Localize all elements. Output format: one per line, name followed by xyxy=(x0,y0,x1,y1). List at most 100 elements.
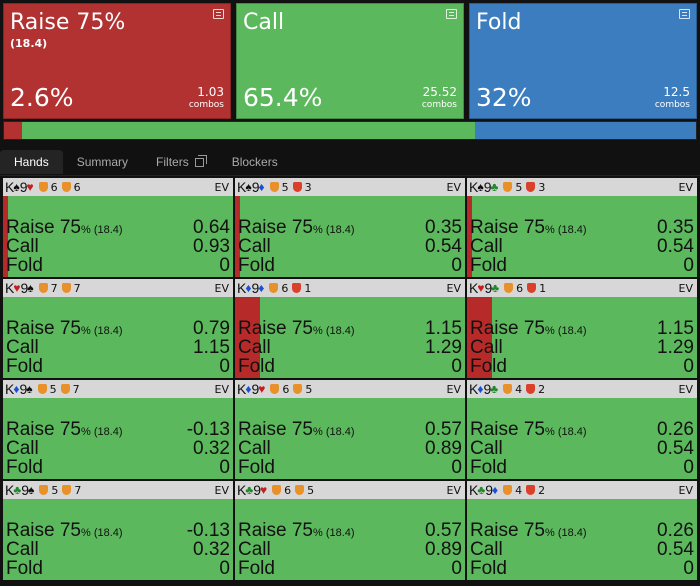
cell-text: 1 xyxy=(539,281,547,295)
cell-text: 7 xyxy=(74,483,82,497)
blocker-badge: 1 xyxy=(527,282,546,295)
suit-icon: ♥ xyxy=(26,180,34,194)
hand-cell[interactable]: K ♦ 9 ♥ 6 5 EV Raise 75% (18.4) 0.57 Call 0.89 Fold… xyxy=(235,380,465,479)
hand-header: K ♠ 9 ♦ 5 3 EV xyxy=(235,178,465,196)
hand-cell[interactable]: K ♠ 9 ♣ 5 3 EV Raise 75% (18.4) 0.35 Call 0.54 Fold… xyxy=(467,178,697,277)
cell-text: Fold xyxy=(238,558,275,579)
hand-cell[interactable]: K ♣ 9 ♦ 4 2 EV Raise 75% (18.4) 0.26 Call 0.54 Fold… xyxy=(467,481,697,580)
ev-row-call: Call 0.89 xyxy=(238,540,462,559)
cell-text: 9 xyxy=(251,280,260,296)
hands-grid: K ♠ 9 ♥ 6 6 EV Raise 75% (18.4) 0.64 Call 0.93 Fold… xyxy=(3,178,697,580)
action-frequency: 65.4% xyxy=(243,83,323,112)
hand-cell[interactable]: K ♥ 9 ♣ 6 1 EV Raise 75% (18.4) 1.15 Call 1.29 Fold… xyxy=(467,279,697,378)
ev-row-call: Call 1.29 xyxy=(238,338,462,357)
settings-icon[interactable] xyxy=(679,9,690,19)
shield-icon xyxy=(272,485,282,495)
shield-icon xyxy=(62,485,72,495)
cell-text: 0.32 xyxy=(193,438,230,459)
cell-text: 9 xyxy=(483,179,492,195)
suit-icon: ♦ xyxy=(258,180,265,194)
suit-icon: ♠ xyxy=(27,281,34,295)
hand-cell[interactable]: K ♣ 9 ♥ 6 5 EV Raise 75% (18.4) 0.57 Call 0.89 Fold… xyxy=(235,481,465,580)
ev-row-call: Call 0.89 xyxy=(238,439,462,458)
cell-text: 0.57 xyxy=(425,419,462,440)
suit-icon: ♣ xyxy=(491,281,500,295)
ev-rows: Raise 75% (18.4) 0.64 Call 0.93 Fold 0 xyxy=(6,218,230,275)
cell-text: 0.54 xyxy=(425,236,462,257)
shield-icon xyxy=(503,485,513,495)
blocker-badge: 7 xyxy=(38,282,58,295)
settings-icon[interactable] xyxy=(213,9,224,19)
ev-label: EV xyxy=(446,181,461,194)
hand-cell[interactable]: K ♥ 9 ♠ 7 7 EV Raise 75% (18.4) 0.79 Call 1.15 Fold… xyxy=(3,279,233,378)
settings-icon[interactable] xyxy=(446,9,457,19)
hand-cell[interactable]: K ♦ 9 ♦ 6 1 EV Raise 75% (18.4) 1.15 Call 1.29 Fold… xyxy=(235,279,465,378)
cell-text: 5 xyxy=(49,382,57,396)
cell-text: Raise 75 xyxy=(6,520,81,541)
hand-cell[interactable]: K ♦ 9 ♣ 4 2 EV Raise 75% (18.4) 0.26 Call 0.54 Fold… xyxy=(467,380,697,479)
cell-text: 3 xyxy=(538,180,546,194)
cell-text: Fold xyxy=(6,457,43,478)
hand-cell[interactable]: K ♦ 9 ♠ 5 7 EV Raise 75% (18.4) -0.13 Call 0.32 Fol… xyxy=(3,380,233,479)
shield-icon xyxy=(503,182,513,192)
cell-text: 0.64 xyxy=(193,217,230,238)
frequency-segment-raise xyxy=(4,122,22,139)
cell-text: K xyxy=(5,381,15,397)
action-raise[interactable]: Raise 75% (18.4) 2.6% 1.03 combos xyxy=(3,3,231,119)
cell-text: 0.54 xyxy=(657,539,694,560)
raise-frequency-bar xyxy=(467,297,493,378)
hand-cell[interactable]: K ♠ 9 ♥ 6 6 EV Raise 75% (18.4) 0.64 Call 0.93 Fold… xyxy=(3,178,233,277)
blocker-badge: 6 xyxy=(270,383,289,396)
cell-text: 7 xyxy=(73,281,81,295)
blocker-badge: 6 xyxy=(38,181,58,194)
cell-text: K xyxy=(5,482,15,498)
tab-hands[interactable]: Hands xyxy=(0,149,63,174)
suit-icon: ♦ xyxy=(245,281,252,295)
cell-text: Raise 75 xyxy=(470,217,545,238)
cell-text: % xyxy=(313,527,323,539)
action-combos: 12.5 combos xyxy=(654,85,690,111)
cell-text: K xyxy=(469,381,479,397)
cell-text: (18.4) xyxy=(557,325,587,337)
hand-cell[interactable]: K ♠ 9 ♦ 5 3 EV Raise 75% (18.4) 0.35 Call 0.54 Fold… xyxy=(235,178,465,277)
cell-text: 1.29 xyxy=(425,337,462,358)
cell-text: (18.4) xyxy=(557,224,587,236)
shield-icon xyxy=(293,384,303,394)
cell-text: K xyxy=(469,179,479,195)
hand-cell[interactable]: K ♣ 9 ♠ 5 7 EV Raise 75% (18.4) -0.13 Call 0.32 Fol… xyxy=(3,481,233,580)
cell-text: Call xyxy=(238,337,271,358)
cell-text: 9 xyxy=(20,280,29,296)
cell-text: 0 xyxy=(219,558,230,579)
cell-text: 9 xyxy=(485,482,494,498)
cell-text: (18.4) xyxy=(93,527,123,539)
cell-text: (18.4) xyxy=(557,426,587,438)
ev-row-fold: Fold 0 xyxy=(6,559,230,578)
suit-icon: ♥ xyxy=(477,281,485,295)
cell-text: Call xyxy=(470,236,503,257)
hand-cards: K ♠ 9 ♣ xyxy=(469,179,498,195)
cell-text: 0.32 xyxy=(193,539,230,560)
tab-summary[interactable]: Summary xyxy=(76,154,129,169)
action-frequency: 2.6% xyxy=(10,83,74,112)
frequency-bar xyxy=(3,121,697,140)
cell-text: % xyxy=(313,426,323,438)
cell-text: 9 xyxy=(251,381,260,397)
cell-text: 4 xyxy=(515,483,523,497)
cell-text: 1.15 xyxy=(425,318,462,339)
hand-header: K ♣ 9 ♥ 6 5 EV xyxy=(235,481,465,499)
action-call[interactable]: Call 65.4% 25.52 combos xyxy=(236,3,464,119)
raise-frequency-bar xyxy=(3,196,8,277)
cell-text: 1.15 xyxy=(657,318,694,339)
cell-text: Raise 75 xyxy=(238,520,313,541)
tab-blockers[interactable]: Blockers xyxy=(231,154,278,169)
ev-row-fold: Fold 0 xyxy=(470,458,694,477)
tab-filters[interactable]: Filters xyxy=(142,150,218,174)
cell-text: Fold xyxy=(6,356,43,377)
frequency-segment-call xyxy=(21,122,475,139)
raise-frequency-bar xyxy=(235,196,240,277)
action-combos: 25.52 combos xyxy=(421,85,457,111)
cell-text: (18.4) xyxy=(325,224,355,236)
ev-row-raise: Raise 75% (18.4) 0.26 xyxy=(470,420,694,439)
suit-icon: ♣ xyxy=(490,382,499,396)
action-fold[interactable]: Fold 32% 12.5 combos xyxy=(469,3,697,119)
